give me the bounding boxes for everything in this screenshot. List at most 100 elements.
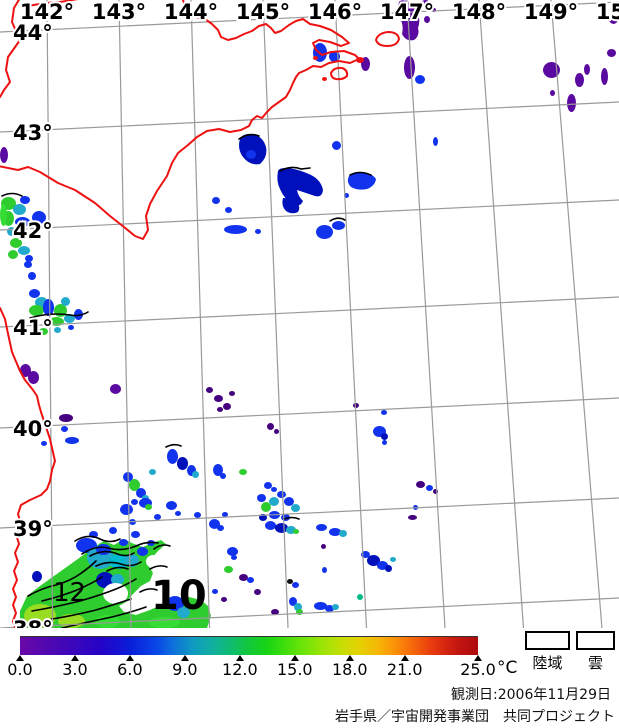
sst-data-patch <box>20 196 30 204</box>
isotherm-contour <box>29 311 89 319</box>
sst-data-patch <box>367 555 380 566</box>
sst-data-patch <box>424 16 430 23</box>
sst-data-patch <box>20 364 31 377</box>
sst-data-patch <box>287 579 293 584</box>
sst-data-patch <box>284 497 294 506</box>
sst-data-patch <box>314 602 327 610</box>
longitude-gridline <box>478 0 525 628</box>
island-outline <box>329 66 349 81</box>
longitude-label: 142° <box>20 0 74 24</box>
legend-item-land: 陸域 <box>525 631 570 673</box>
sst-data-patch <box>209 519 220 529</box>
latitude-label: 38° <box>13 617 53 628</box>
sst-data-patch <box>212 589 218 594</box>
sst-data-patch <box>13 204 26 215</box>
longitude-label: 143° <box>92 0 146 24</box>
colorbar-tick-marker <box>345 655 354 661</box>
sst-data-patch <box>294 603 302 611</box>
sst-data-patch <box>217 407 223 412</box>
sst-data-patch <box>109 527 117 534</box>
sst-data-patch <box>271 487 277 492</box>
sst-data-patch <box>339 530 347 537</box>
latitude-label: 40° <box>13 417 53 441</box>
sst-data-patch <box>332 141 341 150</box>
sst-data-patch <box>74 309 83 320</box>
sst-data-patch <box>110 384 121 394</box>
sst-data-patch <box>217 525 224 531</box>
colorbar-tick-marker <box>180 655 189 661</box>
sst-data-patch <box>325 605 334 612</box>
sst-data-patch <box>223 403 231 410</box>
sst-data-blob <box>239 133 267 165</box>
sst-data-patch <box>224 566 233 573</box>
sst-data-patch <box>29 289 40 298</box>
longitude-label: 150° <box>596 0 619 24</box>
sst-data-patch <box>289 597 297 606</box>
colorbar-tick-marker <box>235 655 244 661</box>
land-legend-label: 陸域 <box>532 654 563 672</box>
isotherm-contour <box>149 565 168 570</box>
latitude-gridline <box>0 199 619 231</box>
sst-data-patch <box>29 305 44 316</box>
sst-data-patch <box>206 387 213 393</box>
legend-item-cloud: 雲 <box>576 631 615 673</box>
isotherm-contour <box>41 576 103 602</box>
latitude-label: 43° <box>13 121 53 145</box>
sst-data-patch <box>293 529 299 534</box>
sst-data-patch <box>353 403 359 408</box>
sst-data-patch <box>609 14 618 24</box>
sst-data-patch <box>61 297 70 306</box>
sst-data-patch <box>246 150 256 159</box>
sst-data-patch <box>227 547 238 556</box>
longitude-gridline <box>190 0 211 628</box>
longitude-label: 149° <box>524 0 578 24</box>
colorbar-tick-label: 6.0 <box>117 660 143 679</box>
island-outline <box>374 30 401 48</box>
latitude-gridline <box>0 296 619 328</box>
sst-data-patch <box>95 615 120 628</box>
sst-data-patch <box>166 501 177 510</box>
cloud-legend-label: 雲 <box>587 654 603 672</box>
sst-data-patch <box>390 557 396 562</box>
sst-data-patch <box>145 504 152 510</box>
coastline <box>27 0 79 7</box>
sst-data-patch <box>64 314 75 323</box>
temperature-annotation: 10 <box>151 573 207 619</box>
sst-data-patch <box>214 395 223 402</box>
sst-data-patch <box>8 250 18 259</box>
sst-data-patch <box>24 261 32 268</box>
sst-data-patch <box>129 479 140 491</box>
sst-data-patch <box>269 497 279 506</box>
sst-data-patch <box>225 207 232 213</box>
colorbar-tick-label: 9.0 <box>172 660 198 679</box>
sst-data-patch <box>131 499 138 505</box>
colorbar-tick-marker <box>474 655 482 661</box>
sst-data-patch <box>59 414 73 422</box>
sst-data-patch <box>119 539 128 546</box>
cloud-legend-swatch <box>576 631 615 650</box>
sst-data-patch <box>567 94 576 112</box>
sst-data-patch <box>421 0 430 7</box>
sst-data-patch <box>15 217 30 227</box>
longitude-label: 147° <box>380 0 434 24</box>
sst-data-patch <box>316 524 327 531</box>
sst-data-patch <box>575 73 584 87</box>
sst-data-patch <box>124 554 139 567</box>
sst-data-patch <box>381 410 387 415</box>
sst-data-patch <box>265 521 276 530</box>
sst-data-patch <box>18 246 30 255</box>
sst-data-patch <box>433 137 438 146</box>
temperature-annotation: 12 <box>53 578 86 608</box>
colorbar-tick-label: 18.0 <box>331 660 368 679</box>
sst-data-blob <box>277 168 323 206</box>
sst-data-patch <box>271 609 279 615</box>
latitude-gridline <box>0 1 619 33</box>
sst-data-patch <box>601 68 608 85</box>
sst-data-patch <box>224 225 247 234</box>
coastline <box>0 307 56 628</box>
cloud-hole <box>103 583 128 604</box>
observation-date-text: 観測日:2006年11月29日 <box>451 687 611 703</box>
sst-data-patch <box>221 597 227 602</box>
latitude-label: 41° <box>13 316 53 340</box>
